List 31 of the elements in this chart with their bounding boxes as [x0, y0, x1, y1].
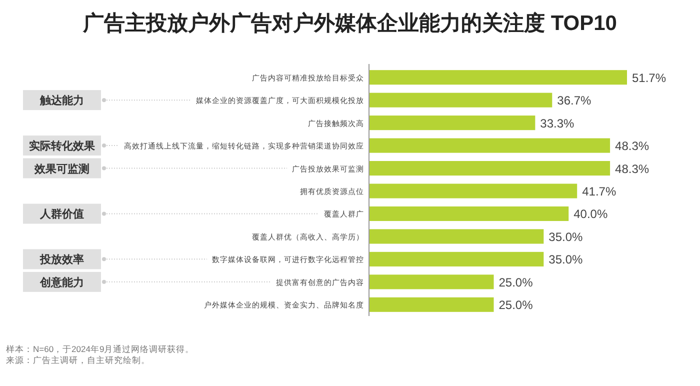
bar	[369, 252, 544, 266]
text: 人群价值	[39, 208, 84, 221]
data-label: 25.0%	[498, 275, 534, 290]
text: 样本：N=60，于2024年9月通过网络调研获得。	[6, 344, 194, 354]
bar	[369, 116, 536, 130]
text: 触达能力	[39, 94, 84, 108]
text: 创意能力	[39, 276, 84, 289]
bar	[369, 206, 569, 221]
text: 投放效率	[39, 253, 84, 266]
data-label: 51.7%	[632, 70, 666, 85]
data-label: 48.3%	[615, 139, 650, 154]
data-label: 40.0%	[574, 207, 608, 222]
bar	[369, 138, 610, 153]
bar	[369, 70, 627, 85]
data-label: 36.7%	[557, 94, 592, 108]
data-label: 35.0%	[548, 230, 584, 244]
text: 实际转化效果	[29, 140, 96, 153]
bar	[369, 297, 494, 312]
data-label: 35.0%	[548, 252, 584, 267]
bar	[369, 92, 552, 108]
bar	[369, 161, 610, 176]
chart-title: 广告主投放户外广告对户外媒体企业能力的关注度 TOP10	[82, 11, 617, 35]
source-note: 来源：广告主调研，自主研究绘制。	[6, 355, 150, 365]
bar	[369, 184, 578, 198]
bar	[369, 274, 494, 290]
data-label: 41.7%	[582, 184, 616, 198]
bar	[369, 229, 544, 244]
text: 效果可监测	[34, 162, 90, 176]
data-label: 25.0%	[498, 298, 534, 312]
data-label: 33.3%	[540, 116, 575, 130]
data-label: 48.3%	[615, 162, 650, 176]
